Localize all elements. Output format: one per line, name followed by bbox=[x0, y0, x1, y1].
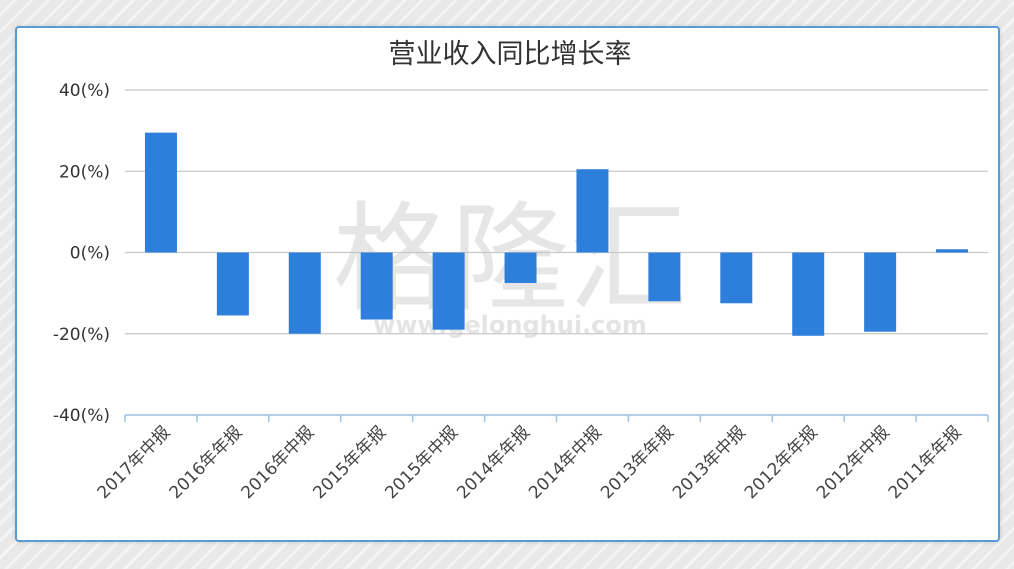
bar bbox=[360, 252, 393, 320]
bar bbox=[216, 252, 249, 316]
y-tick-label: 0(%) bbox=[70, 244, 110, 264]
bar bbox=[288, 252, 321, 334]
gridlines bbox=[125, 89, 988, 416]
bar-series bbox=[144, 132, 969, 336]
x-tick-label: 2017年中报 bbox=[94, 422, 175, 503]
x-tick-label: 2016年中报 bbox=[238, 422, 319, 503]
bar bbox=[792, 252, 825, 336]
x-tick-label: 2012年中报 bbox=[813, 422, 894, 503]
x-tick-label: 2016年年报 bbox=[166, 422, 247, 503]
y-tick-label: 20(%) bbox=[59, 162, 110, 182]
x-tick-label: 2015年年报 bbox=[309, 422, 390, 503]
bar bbox=[144, 132, 177, 253]
x-axis: 2017年中报2016年年报2016年中报2015年年报2015年中报2014年… bbox=[94, 414, 989, 503]
x-tick-label: 2013年中报 bbox=[669, 422, 750, 503]
y-tick-label: -40(%) bbox=[53, 406, 110, 426]
bar bbox=[864, 252, 897, 332]
x-tick-label: 2012年年报 bbox=[741, 422, 822, 503]
x-tick-label: 2015年中报 bbox=[381, 422, 462, 503]
x-tick-label: 2014年年报 bbox=[453, 422, 534, 503]
bar bbox=[936, 249, 969, 253]
x-tick-label: 2011年年报 bbox=[885, 422, 966, 503]
watermark-url: www.gelonghui.com bbox=[373, 311, 647, 339]
y-axis: 40(%) 20(%) 0(%) -20(%) -40(%) bbox=[53, 81, 110, 426]
chart-panel bbox=[15, 26, 1000, 542]
y-tick-label: 40(%) bbox=[59, 81, 110, 101]
bar bbox=[576, 169, 609, 253]
bar bbox=[432, 252, 465, 330]
bar bbox=[720, 252, 753, 304]
x-tick-label: 2014年中报 bbox=[525, 422, 606, 503]
bar bbox=[504, 252, 537, 283]
bar bbox=[648, 252, 681, 302]
chart-title: 营业收入同比增长率 bbox=[389, 39, 632, 70]
x-tick-label: 2013年年报 bbox=[597, 422, 678, 503]
y-tick-label: -20(%) bbox=[53, 325, 110, 345]
